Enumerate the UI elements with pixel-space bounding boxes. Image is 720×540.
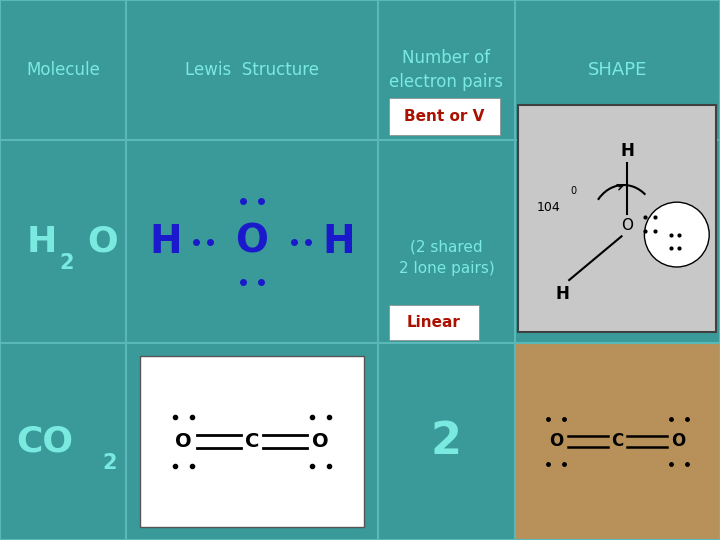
Text: Bent or V: Bent or V <box>405 109 485 124</box>
Text: H: H <box>555 285 569 302</box>
Text: O: O <box>175 432 192 451</box>
FancyBboxPatch shape <box>140 356 364 526</box>
Text: O: O <box>235 222 269 261</box>
Text: SHAPE: SHAPE <box>588 61 647 79</box>
Text: Number of
electron pairs: Number of electron pairs <box>390 49 503 91</box>
Text: C: C <box>611 433 624 450</box>
Text: Lewis  Structure: Lewis Structure <box>185 61 319 79</box>
Text: 2: 2 <box>102 453 117 473</box>
FancyBboxPatch shape <box>389 98 500 135</box>
Ellipse shape <box>644 202 709 267</box>
Text: (2 shared
2 lone pairs): (2 shared 2 lone pairs) <box>399 240 494 276</box>
Text: CO: CO <box>17 424 73 458</box>
Bar <box>515 343 720 540</box>
Text: Molecule: Molecule <box>26 61 100 79</box>
Text: Linear: Linear <box>407 315 461 330</box>
Text: H: H <box>149 222 182 261</box>
Text: 0: 0 <box>571 186 577 197</box>
FancyBboxPatch shape <box>518 105 716 332</box>
Text: H: H <box>621 141 634 160</box>
Text: H: H <box>26 225 57 259</box>
Text: O: O <box>672 433 685 450</box>
Text: 104: 104 <box>536 201 560 214</box>
Text: H: H <box>322 222 355 261</box>
Text: 2: 2 <box>431 420 462 463</box>
FancyBboxPatch shape <box>389 305 479 340</box>
Text: C: C <box>245 432 259 451</box>
Text: 2: 2 <box>59 253 74 273</box>
Text: O: O <box>87 225 118 259</box>
Text: O: O <box>549 433 563 450</box>
Text: O: O <box>621 218 634 233</box>
Text: O: O <box>312 432 329 451</box>
